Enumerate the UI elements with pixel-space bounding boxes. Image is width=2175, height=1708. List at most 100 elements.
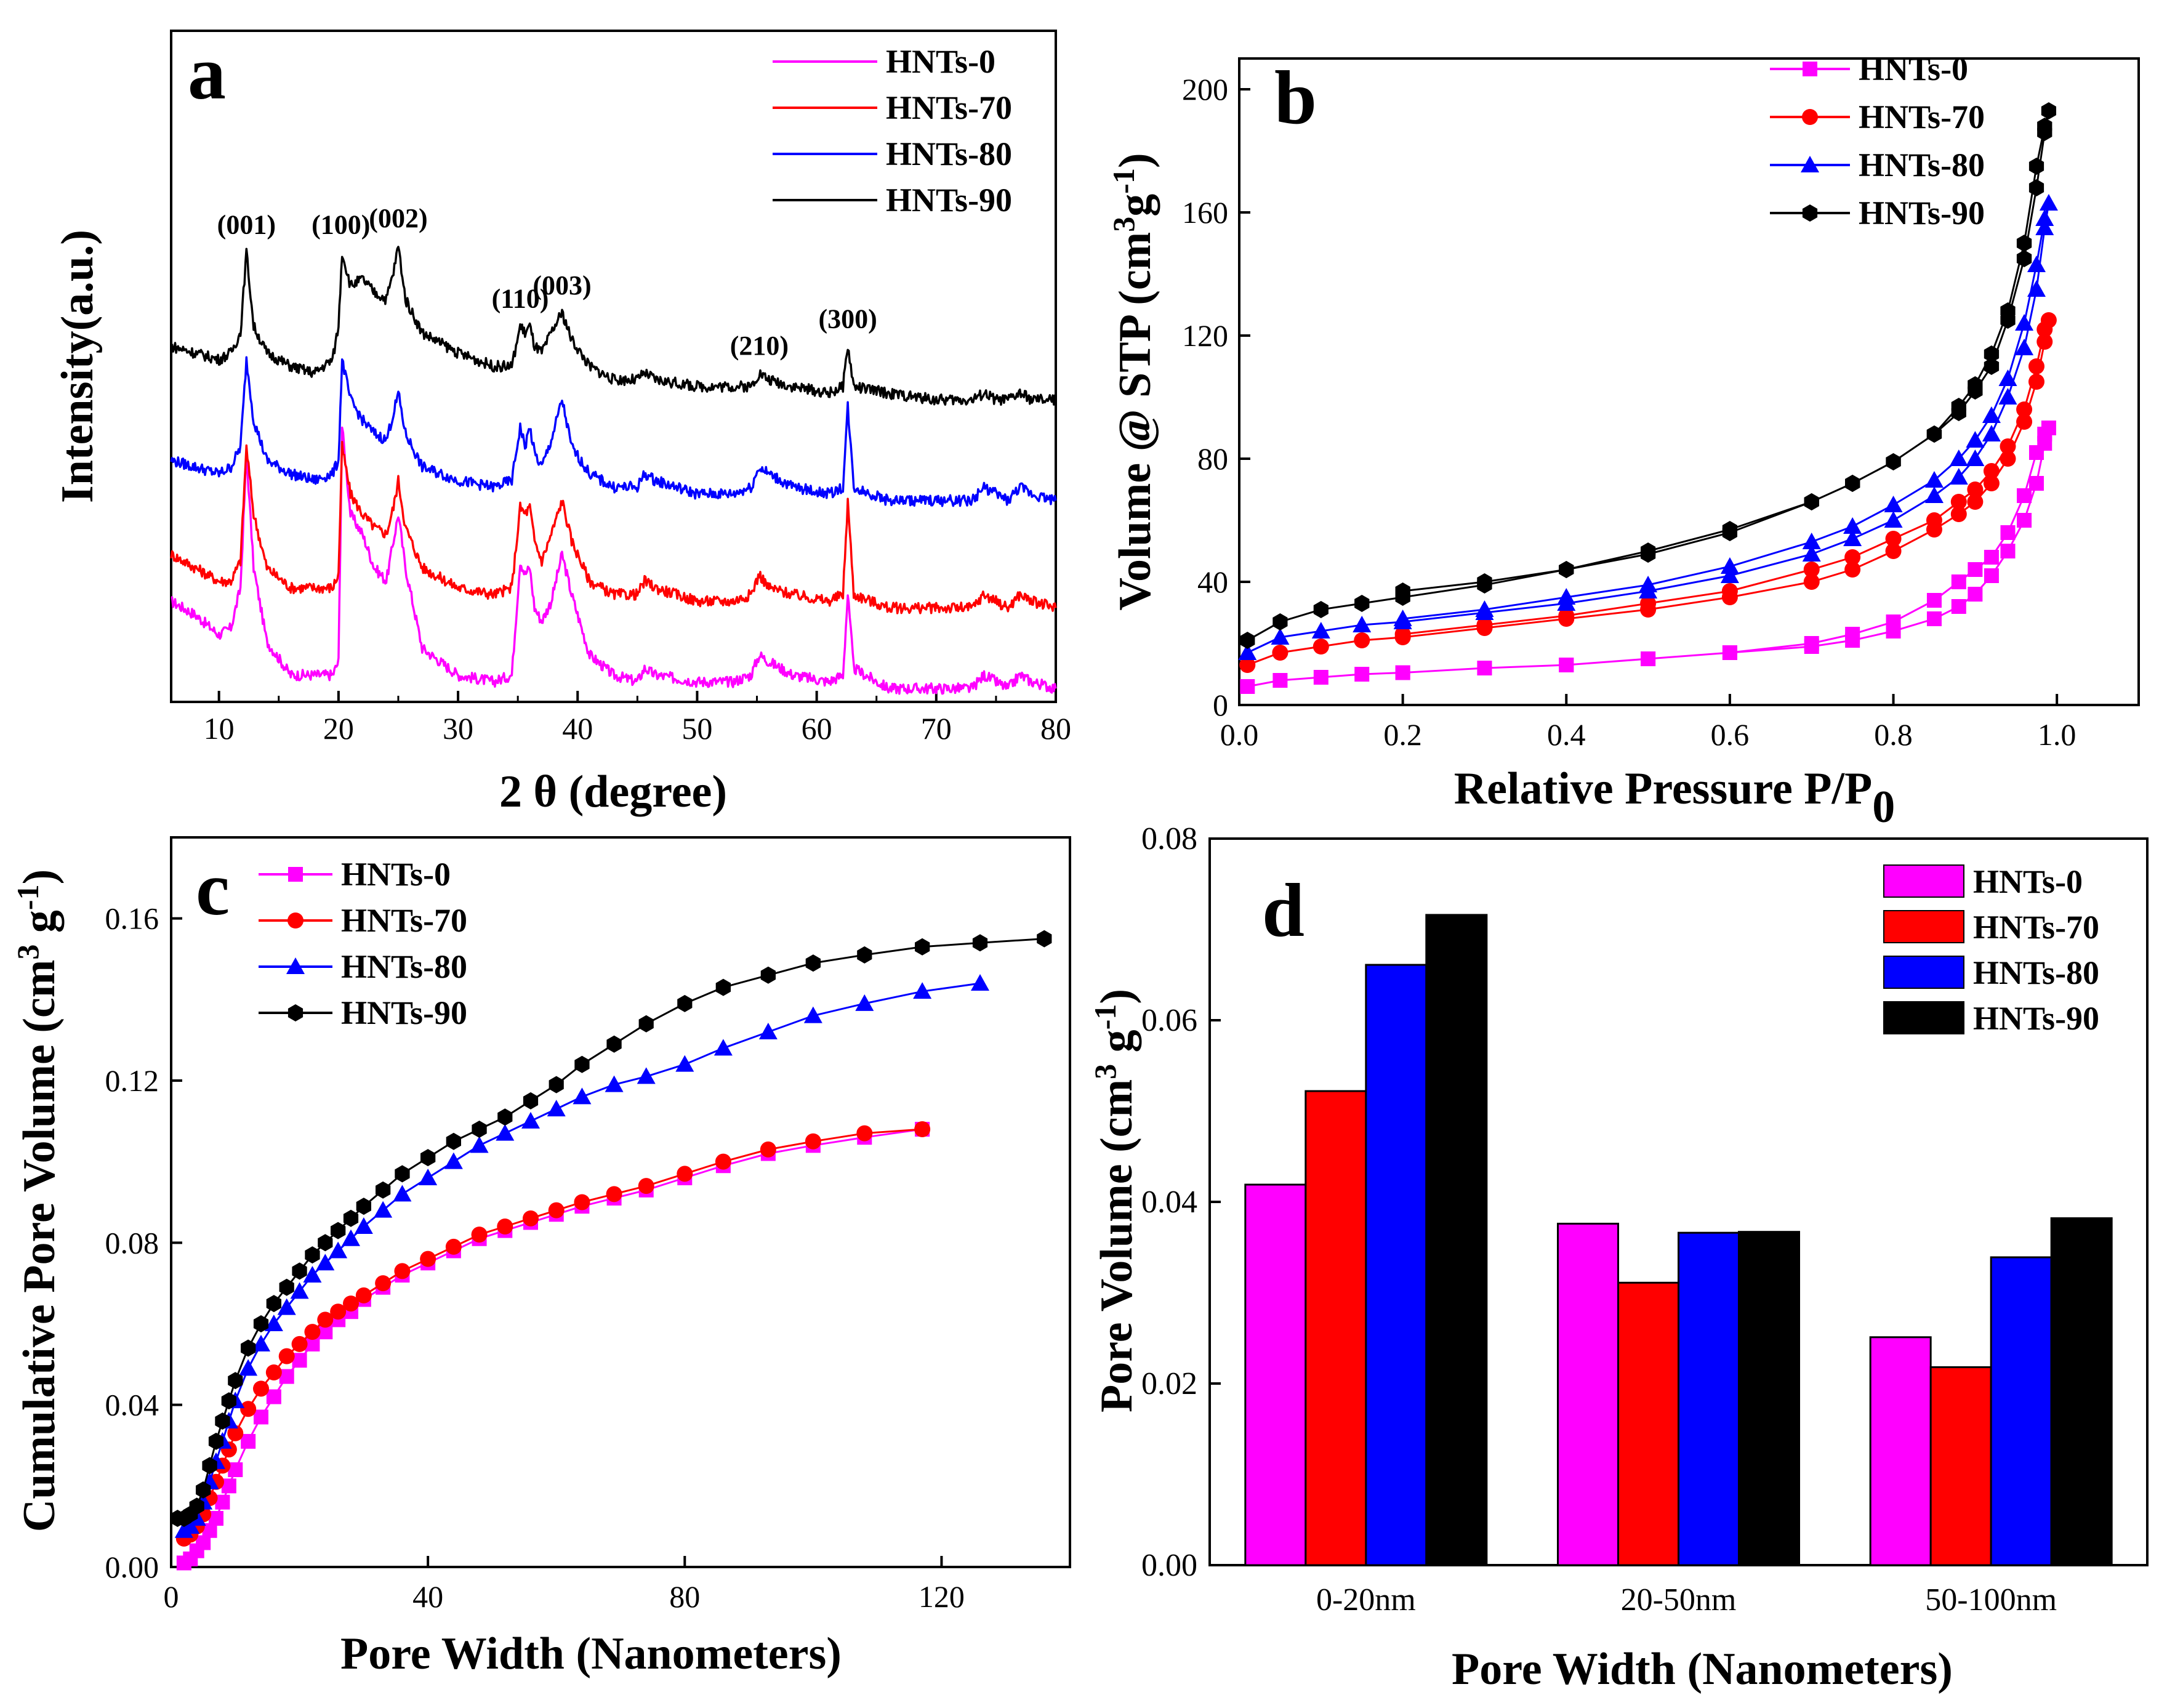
d-bar-HNTs-90-0 bbox=[1425, 914, 1488, 1566]
panel-c-label: c bbox=[196, 847, 230, 931]
b-point-HNTs-80-25 bbox=[1982, 406, 2001, 423]
b-point-HNTs-80-1 bbox=[1271, 628, 1290, 645]
c-legend-marker-2 bbox=[286, 957, 305, 974]
b-point-HNTs-90-22 bbox=[2028, 158, 2044, 175]
c-point-HNTs-80-26 bbox=[547, 1100, 566, 1117]
a-legend-label-2: HNTs-80 bbox=[886, 135, 1012, 172]
b-point-HNTs-70-17 bbox=[2016, 414, 2033, 430]
b-xtick-label-2: 0.4 bbox=[1547, 717, 1586, 752]
c-legend-marker-3 bbox=[287, 1004, 304, 1021]
b-point-HNTs-70-3 bbox=[1354, 632, 1370, 648]
b-legend-marker-3 bbox=[1802, 204, 1818, 222]
panel-d-ylabel-main: Pore Volume (cm bbox=[1092, 1079, 1142, 1412]
b-point-HNTs-0-25 bbox=[1984, 550, 1999, 565]
c-point-HNTs-80-31 bbox=[714, 1039, 733, 1056]
c-point-HNTs-80-29 bbox=[637, 1067, 656, 1084]
b-point-HNTs-80-13 bbox=[1949, 468, 1968, 485]
b-legend-label-2: HNTs-80 bbox=[1859, 147, 1985, 183]
panel-d-ylabel: Pore Volume (cm3 g-1) bbox=[1088, 989, 1142, 1412]
panel-b-frame bbox=[1238, 57, 2140, 706]
c-legend-label-2: HNTs-80 bbox=[341, 948, 467, 985]
b-point-HNTs-70-32 bbox=[1721, 583, 1738, 599]
b-point-HNTs-0-17 bbox=[2017, 513, 2032, 528]
c-point-HNTs-80-33 bbox=[803, 1006, 822, 1023]
a-series-line-HNTs-70 bbox=[170, 440, 1057, 614]
d-xtick-label-2: 50-100nm bbox=[1925, 1582, 2057, 1617]
a-xtick-label-5: 60 bbox=[802, 711, 832, 746]
b-point-HNTs-90-1 bbox=[1272, 613, 1288, 630]
c-ytick-label-3: 0.12 bbox=[105, 1063, 159, 1098]
b-point-HNTs-70-35 bbox=[1476, 617, 1493, 633]
b-point-HNTs-70-9 bbox=[1803, 574, 1820, 590]
b-point-HNTs-70-25 bbox=[1983, 463, 2000, 479]
c-point-HNTs-90-15 bbox=[305, 1246, 320, 1264]
c-ytick-label-2: 0.08 bbox=[105, 1225, 159, 1260]
c-point-HNTs-70-18 bbox=[355, 1287, 372, 1303]
panel-c-ylabel: Cumulative Pore Volume (cm3 g-1) bbox=[10, 869, 65, 1533]
c-point-HNTs-70-20 bbox=[394, 1263, 411, 1279]
b-ytick-label-3: 120 bbox=[1182, 318, 1228, 353]
panel-a-ylabel: Intensity(a.u.) bbox=[52, 230, 103, 503]
a-xtick-label-0: 10 bbox=[204, 711, 235, 746]
c-point-HNTs-80-20 bbox=[393, 1185, 412, 1202]
c-point-HNTs-70-32 bbox=[760, 1141, 776, 1158]
b-point-HNTs-90-0 bbox=[1240, 632, 1255, 649]
d-bar-HNTs-80-1 bbox=[1678, 1231, 1740, 1566]
panel-b-label: b bbox=[1274, 55, 1317, 140]
panel-d-bars bbox=[1244, 914, 2113, 1566]
b-point-HNTs-90-35 bbox=[1477, 573, 1492, 590]
c-point-HNTs-90-32 bbox=[715, 978, 731, 996]
d-bar-HNTs-0-1 bbox=[1557, 1222, 1619, 1566]
c-legend-marker-1 bbox=[287, 912, 304, 929]
panel-d-ylabel-g: g bbox=[1092, 1029, 1142, 1064]
d-bar-HNTs-70-0 bbox=[1305, 1090, 1367, 1566]
b-point-HNTs-0-24 bbox=[2000, 525, 2016, 540]
b-point-HNTs-90-21 bbox=[2037, 118, 2052, 135]
c-xtick-label-2: 80 bbox=[669, 1579, 700, 1614]
b-point-HNTs-80-10 bbox=[1843, 530, 1862, 546]
b-point-HNTs-90-23 bbox=[2016, 235, 2032, 252]
b-point-HNTs-90-34 bbox=[1559, 561, 1574, 578]
c-point-HNTs-90-21 bbox=[395, 1165, 410, 1183]
b-point-HNTs-0-14 bbox=[1968, 587, 1983, 602]
d-xtick-label-1: 20-50nm bbox=[1621, 1582, 1737, 1617]
b-point-HNTs-80-16 bbox=[1998, 388, 2017, 405]
c-point-HNTs-70-12 bbox=[278, 1348, 295, 1364]
a-legend-label-1: HNTs-70 bbox=[886, 89, 1012, 126]
b-point-HNTs-80-3 bbox=[1353, 616, 1372, 632]
c-point-HNTs-80-36 bbox=[971, 974, 989, 991]
c-point-HNTs-90-9 bbox=[228, 1372, 243, 1390]
b-point-HNTs-80-23 bbox=[2015, 314, 2034, 331]
b-point-HNTs-90-3 bbox=[1354, 595, 1370, 612]
c-point-HNTs-90-14 bbox=[292, 1262, 307, 1280]
b-point-HNTs-90-15 bbox=[1984, 358, 2000, 375]
c-legend-label-0: HNTs-0 bbox=[341, 856, 451, 893]
d-bar-HNTs-80-0 bbox=[1365, 964, 1428, 1566]
b-point-HNTs-90-33 bbox=[1641, 546, 1656, 563]
b-point-HNTs-90-30 bbox=[1845, 475, 1860, 492]
b-point-HNTs-80-18 bbox=[2027, 280, 2046, 297]
b-legend-label-3: HNTs-90 bbox=[1859, 195, 1985, 232]
a-xtick-label-6: 70 bbox=[921, 711, 952, 746]
b-point-HNTs-80-21 bbox=[2035, 209, 2054, 226]
b-point-HNTs-70-19 bbox=[2036, 334, 2053, 350]
a-series-line-HNTs-80 bbox=[170, 356, 1057, 507]
b-point-HNTs-70-30 bbox=[1844, 549, 1861, 565]
c-point-HNTs-80-32 bbox=[758, 1023, 778, 1039]
c-legend-label-3: HNTs-90 bbox=[341, 994, 467, 1031]
panel-c-frame bbox=[170, 836, 1071, 1568]
b-point-HNTs-80-12 bbox=[1924, 486, 1944, 503]
panel-b-ylabel-g: g bbox=[1110, 194, 1160, 217]
b-point-HNTs-70-34 bbox=[1558, 608, 1575, 624]
c-point-HNTs-0-9 bbox=[241, 1433, 256, 1449]
panel-d-label: d bbox=[1262, 868, 1305, 953]
c-point-HNTs-90-28 bbox=[574, 1055, 590, 1073]
d-bar-HNTs-90-1 bbox=[1738, 1231, 1800, 1566]
c-point-HNTs-80-34 bbox=[855, 994, 874, 1011]
panel-d-ylabel-sup3: 3 bbox=[1088, 1064, 1122, 1079]
b-point-HNTs-80-15 bbox=[1982, 425, 2001, 441]
b-point-HNTs-80-9 bbox=[1802, 545, 1821, 562]
b-point-HNTs-80-36 bbox=[1393, 610, 1412, 626]
b-legend-marker-2 bbox=[1801, 156, 1819, 172]
